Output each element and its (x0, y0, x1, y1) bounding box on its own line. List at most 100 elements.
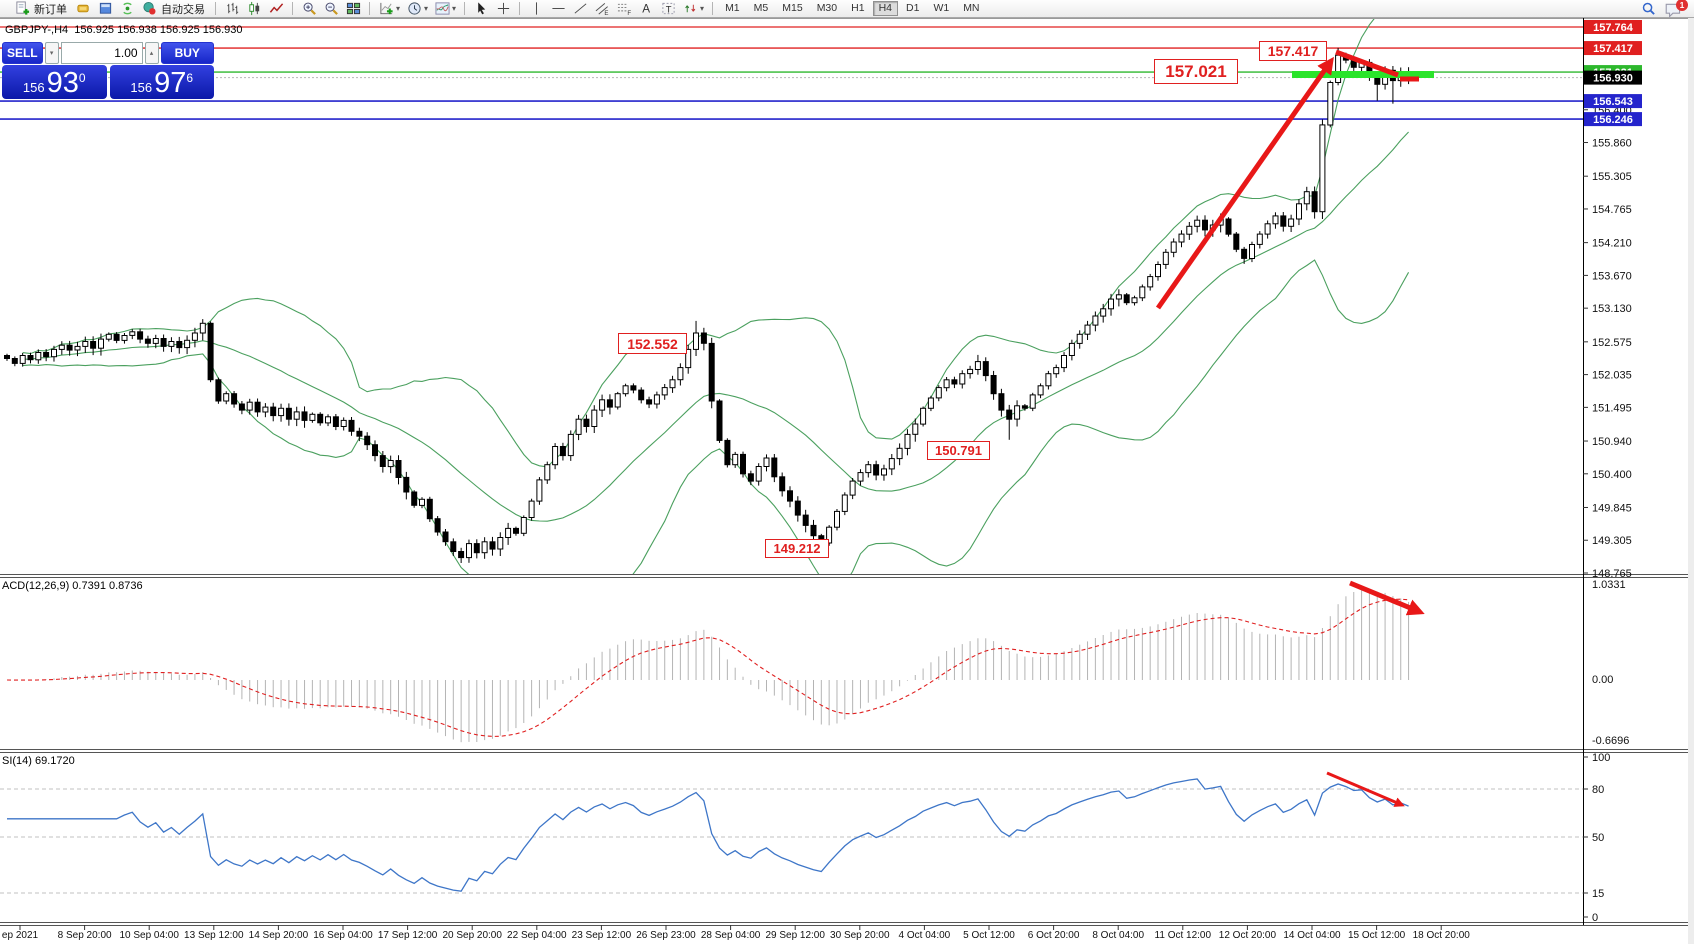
timeframe-m15[interactable]: M15 (776, 1, 808, 16)
price-tick: 150.400 (1592, 469, 1632, 481)
price-annotation-150.791[interactable]: 150.791 (927, 441, 990, 460)
search-icon[interactable] (1638, 1, 1658, 17)
timeframe-h4[interactable]: H4 (872, 1, 898, 16)
candles-icon[interactable] (244, 1, 264, 17)
svg-text:A: A (642, 3, 650, 16)
crosshair-icon[interactable] (493, 1, 513, 17)
signals-icon[interactable] (117, 1, 137, 17)
toolbar-separator (292, 2, 293, 15)
time-tick-label: 20 Sep 20:00 (442, 930, 502, 941)
line-chart-icon[interactable] (266, 1, 286, 17)
arrows-caret[interactable]: ▾ (700, 4, 705, 13)
price-annotation-157.021[interactable]: 157.021 (1154, 59, 1238, 84)
main-chart-panel (0, 18, 1583, 574)
zoom-out-icon[interactable] (321, 1, 341, 17)
timeframe-h1[interactable]: H1 (845, 1, 870, 16)
time-tick-label: 10 Sep 04:00 (119, 930, 179, 941)
price-tick: 149.845 (1592, 502, 1632, 514)
time-tick-label: 18 Oct 20:00 (1413, 930, 1471, 941)
chat-icon[interactable]: 1 (1664, 0, 1688, 18)
svg-text:T: T (665, 4, 671, 14)
tile-windows-icon[interactable] (343, 1, 363, 17)
red-arrow-0[interactable] (1155, 56, 1334, 310)
window-scroll-strip[interactable] (1688, 18, 1694, 944)
buy-price-display[interactable]: 156 97 6 (109, 65, 214, 99)
channel-icon[interactable]: E (592, 1, 612, 17)
indicators-caret[interactable]: ▾ (396, 4, 401, 13)
time-tick-label: 11 Oct 12:00 (1155, 930, 1212, 941)
price-tick: 151.495 (1592, 402, 1632, 414)
red-arrow-4[interactable] (1326, 771, 1405, 807)
periods-icon[interactable] (404, 1, 424, 17)
time-tick-label: 8 Oct 04:00 (1092, 930, 1144, 941)
timeframe-m5[interactable]: M5 (748, 1, 775, 16)
price-tick: 152.035 (1592, 370, 1632, 382)
hline-icon[interactable] (548, 1, 568, 17)
time-tick-label: 14 Oct 04:00 (1283, 930, 1341, 941)
rsi-axis-label: 80 (1592, 784, 1604, 796)
timeframe-w1[interactable]: W1 (927, 1, 955, 16)
bars-icon[interactable] (222, 1, 242, 17)
volume-decrease-button[interactable]: ▾ (44, 42, 59, 64)
bollinger-lower (22, 259, 1410, 574)
time-tick-label: 28 Sep 04:00 (701, 930, 761, 941)
buy-button[interactable]: BUY (160, 42, 214, 64)
deposit-icon[interactable] (73, 1, 93, 17)
timeframe-mn[interactable]: MN (957, 1, 985, 16)
red-arrow-1[interactable] (1335, 49, 1399, 78)
price-tick: 154.765 (1592, 204, 1632, 216)
toolbar-separator (369, 2, 370, 15)
time-tick-label: 23 Sep 12:00 (572, 930, 632, 941)
sell-button[interactable]: SELL (2, 42, 43, 64)
toolbar-separator (215, 2, 216, 15)
new-order-label[interactable]: 新订单 (34, 3, 67, 16)
sell-price-sup: 0 (78, 71, 86, 85)
price-annotation-152.552[interactable]: 152.552 (618, 333, 687, 354)
time-tick-label: 4 Oct 04:00 (899, 930, 951, 941)
timeframe-d1[interactable]: D1 (900, 1, 925, 16)
volume-increase-button[interactable]: ▴ (144, 42, 159, 64)
notification-badge: 1 (1676, 0, 1688, 11)
text-label-icon[interactable]: T (658, 1, 678, 17)
price-annotation-157.417[interactable]: 157.417 (1259, 41, 1327, 61)
red-arrow-3[interactable] (1349, 580, 1425, 616)
time-tick-label: 22 Sep 04:00 (507, 930, 567, 941)
price-tick: 155.305 (1592, 171, 1632, 183)
timeframe-m1[interactable]: M1 (719, 1, 746, 16)
arrows-icon[interactable] (680, 1, 700, 17)
axis-layer: 156.400155.860155.305154.765154.210153.6… (0, 18, 1694, 941)
autotrading-icon[interactable] (139, 1, 159, 17)
new-order-icon[interactable] (12, 1, 32, 17)
toolbar-separator (712, 2, 714, 15)
sell-price-display[interactable]: 156 93 0 (2, 65, 107, 99)
green-resistance-band[interactable] (1292, 71, 1434, 78)
sell-price-small: 156 (22, 80, 45, 95)
indicators-icon[interactable] (376, 1, 396, 17)
templates-caret[interactable]: ▾ (452, 4, 457, 13)
trendline-icon[interactable] (570, 1, 590, 17)
price-annotation-149.212[interactable]: 149.212 (765, 539, 829, 558)
zoom-in-icon[interactable] (299, 1, 319, 17)
autotrading-label[interactable]: 自动交易 (161, 3, 205, 16)
templates-icon[interactable] (432, 1, 452, 17)
toolbar-separator (464, 2, 466, 15)
text-icon[interactable]: A (636, 1, 656, 17)
volume-input[interactable] (60, 42, 143, 64)
rsi-panel (0, 778, 1583, 894)
time-tick-label: 12 Oct 20:00 (1219, 930, 1277, 941)
macd-axis-label: 0.00 (1592, 674, 1613, 686)
price-tick: 149.305 (1592, 535, 1632, 547)
price-label: 156.930 (1593, 73, 1633, 85)
price-label-bg (1584, 94, 1642, 109)
timeframe-m30[interactable]: M30 (811, 1, 843, 16)
macd-signal-line (6, 598, 1409, 737)
fibonacci-icon[interactable]: F (614, 1, 634, 17)
cursor-icon[interactable] (471, 1, 491, 17)
market-icon[interactable] (95, 1, 115, 17)
periods-caret[interactable]: ▾ (424, 4, 429, 13)
vline-icon[interactable] (526, 1, 546, 17)
price-label-bg (1584, 41, 1642, 56)
price-tick: 153.670 (1592, 270, 1632, 282)
